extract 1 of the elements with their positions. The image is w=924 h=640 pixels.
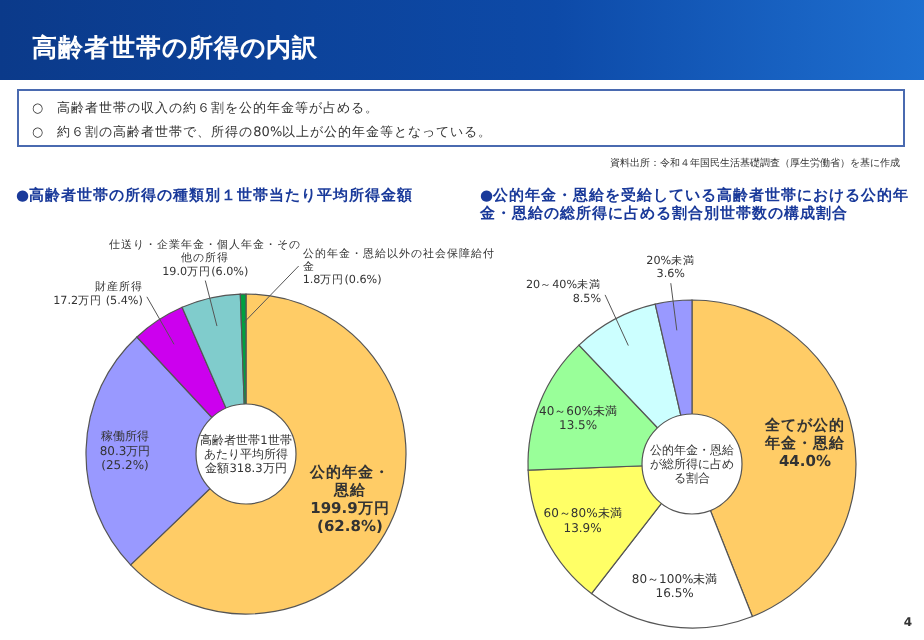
text: 高齢者世帯の所得の内訳 xyxy=(32,32,320,62)
